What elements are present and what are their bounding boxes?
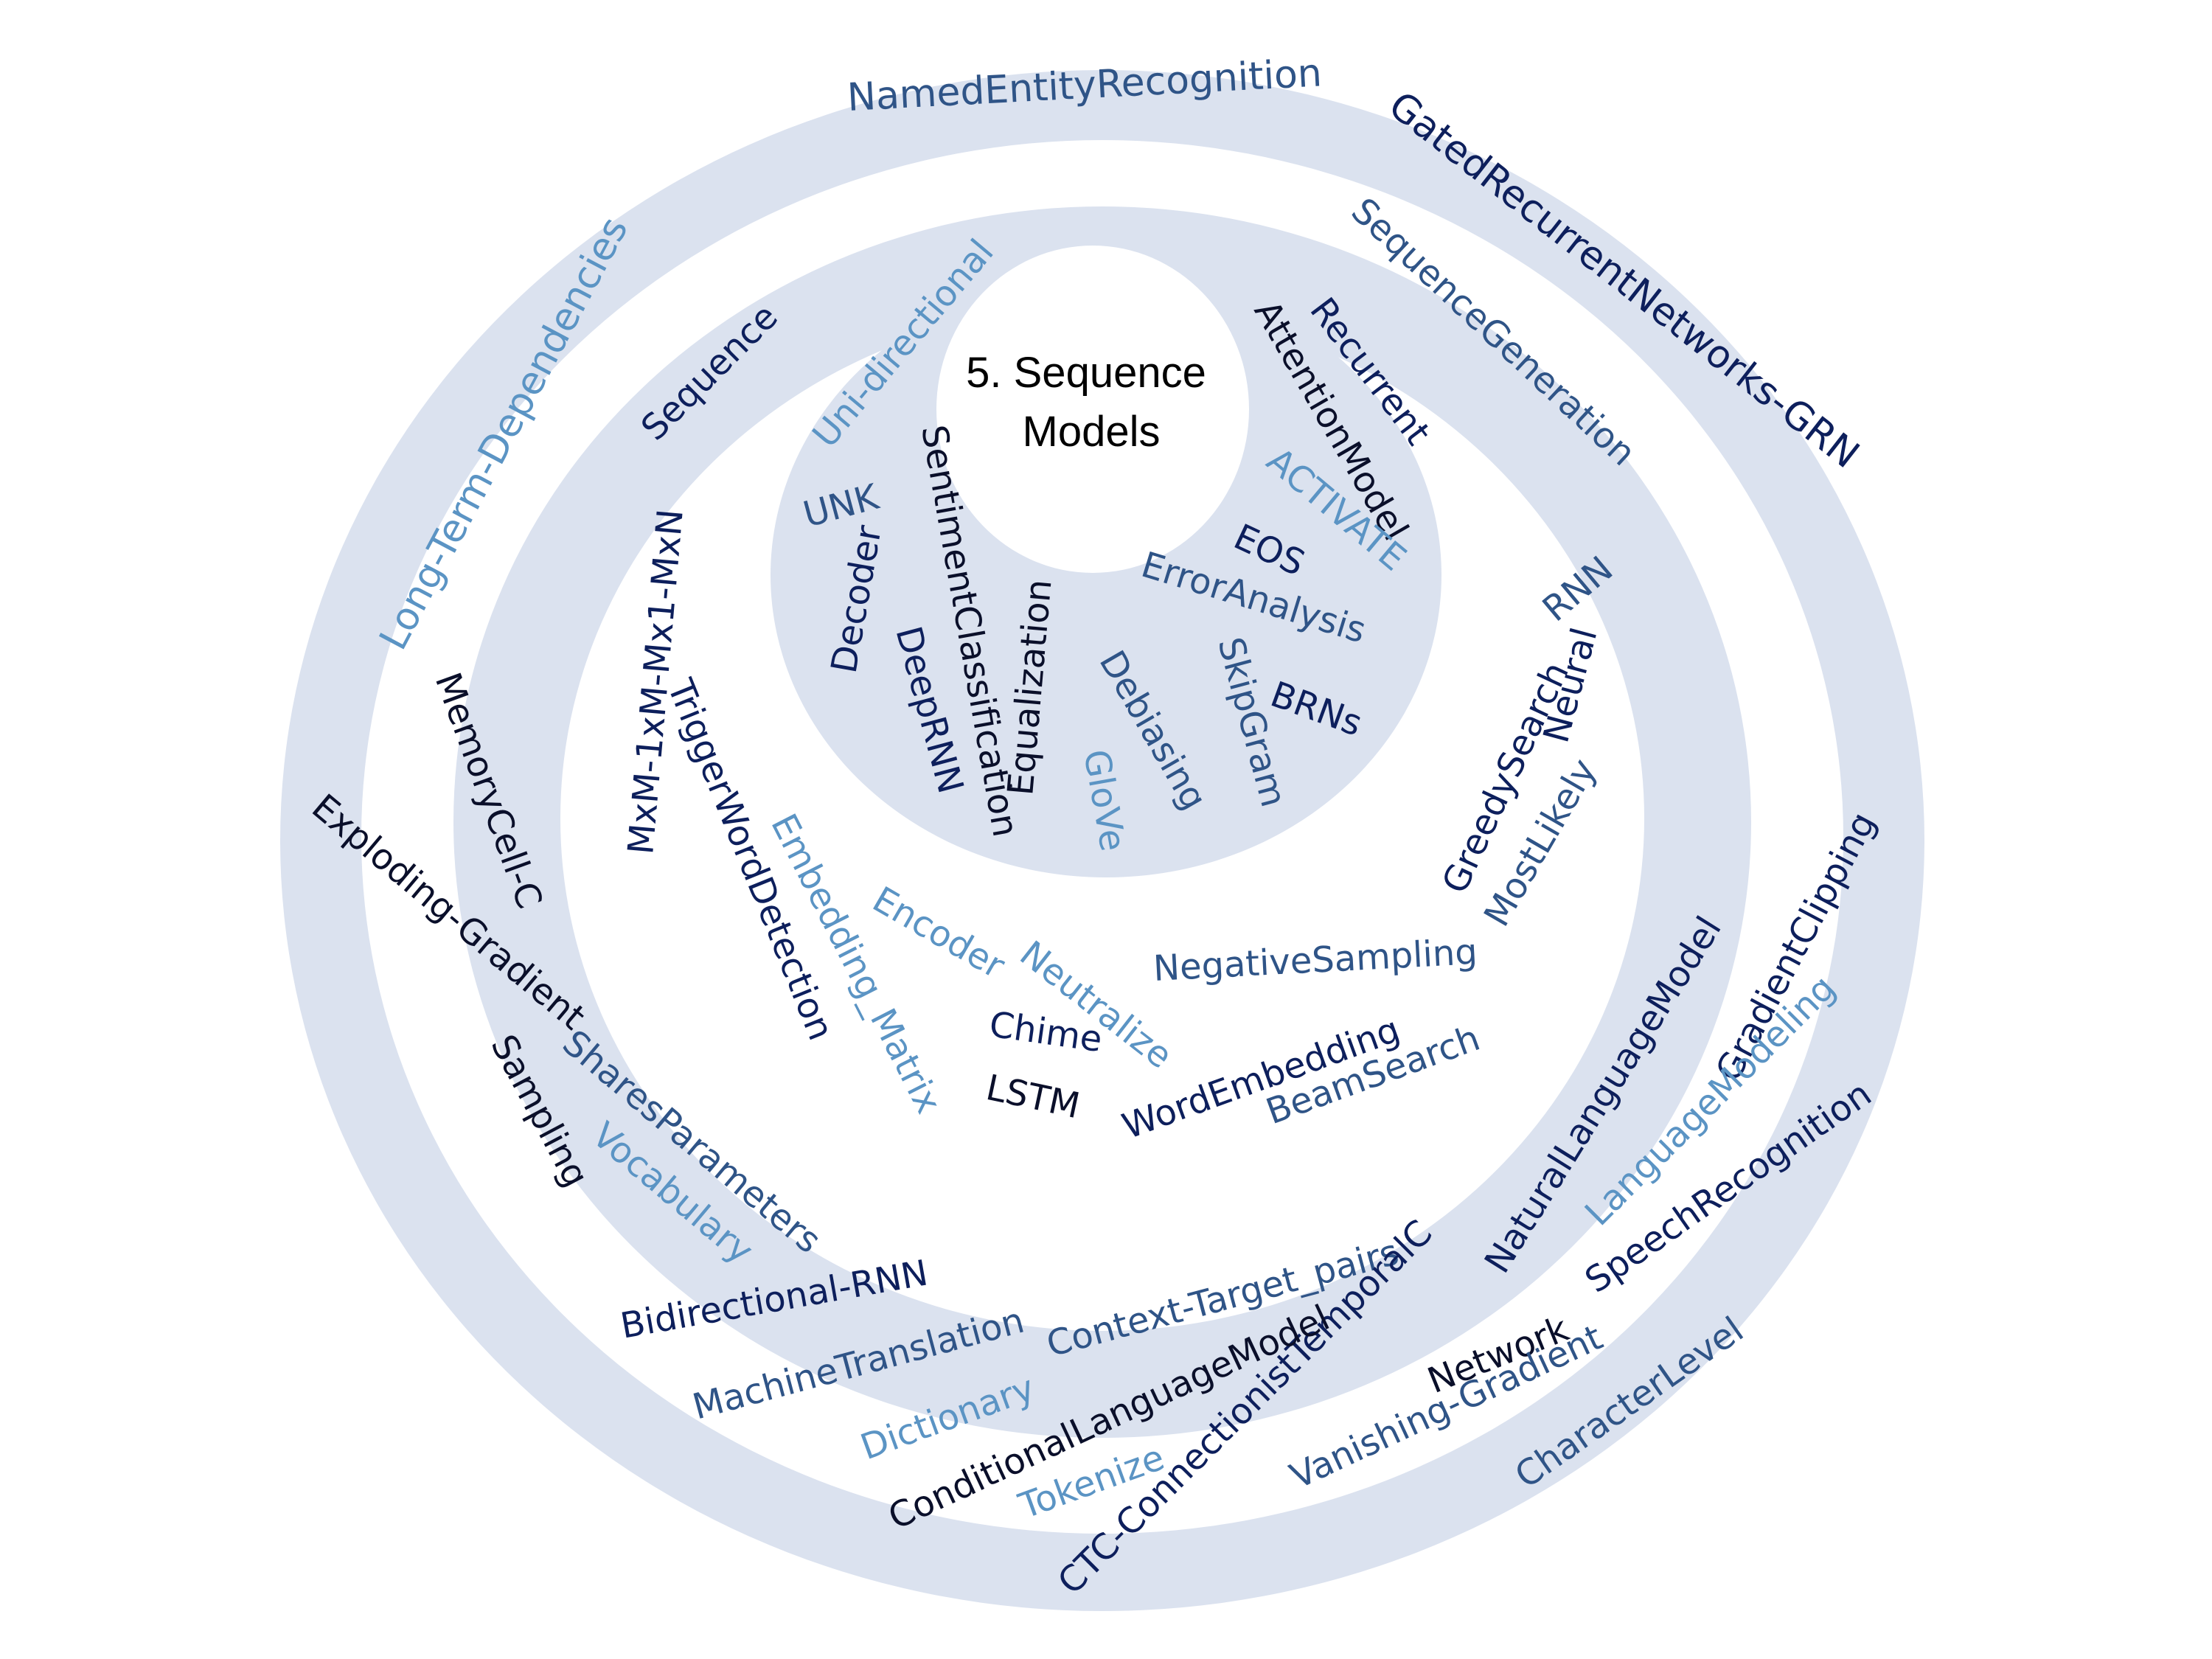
center-hole bbox=[936, 246, 1249, 573]
title-line-2: Models bbox=[1023, 408, 1161, 456]
center-title: 5. Sequence Models bbox=[966, 349, 1206, 456]
title-line-1: 5. Sequence bbox=[966, 349, 1206, 397]
rings bbox=[280, 70, 1924, 1611]
